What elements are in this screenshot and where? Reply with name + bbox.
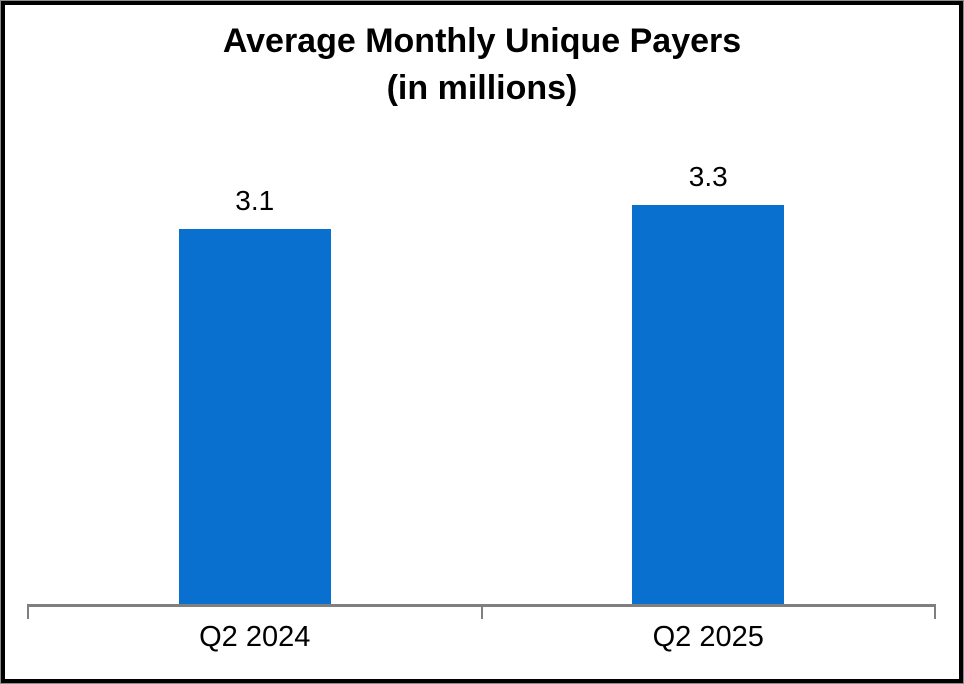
value-label-q2-2024: 3.1 bbox=[235, 185, 275, 216]
chart-canvas: Average Monthly Unique Payers (in millio… bbox=[5, 5, 959, 679]
category-label-q2-2024: Q2 2024 bbox=[199, 621, 311, 653]
value-label-q2-2025: 3.3 bbox=[688, 161, 728, 192]
bar-q2-2024 bbox=[178, 229, 331, 604]
category-label-q2-2025: Q2 2025 bbox=[652, 621, 764, 653]
chart-title: Average Monthly Unique Payers bbox=[222, 22, 742, 60]
x-axis-tick bbox=[934, 604, 936, 619]
x-axis-tick bbox=[27, 604, 29, 619]
x-axis-tick bbox=[480, 604, 483, 619]
chart-subtitle: (in millions) bbox=[386, 69, 578, 107]
plot-area: 3.1 Q2 2024 3.3 Q2 2025 bbox=[5, 5, 959, 679]
chart-title-block: Average Monthly Unique Payers (in millio… bbox=[5, 18, 959, 112]
bar-q2-2025 bbox=[632, 205, 785, 604]
